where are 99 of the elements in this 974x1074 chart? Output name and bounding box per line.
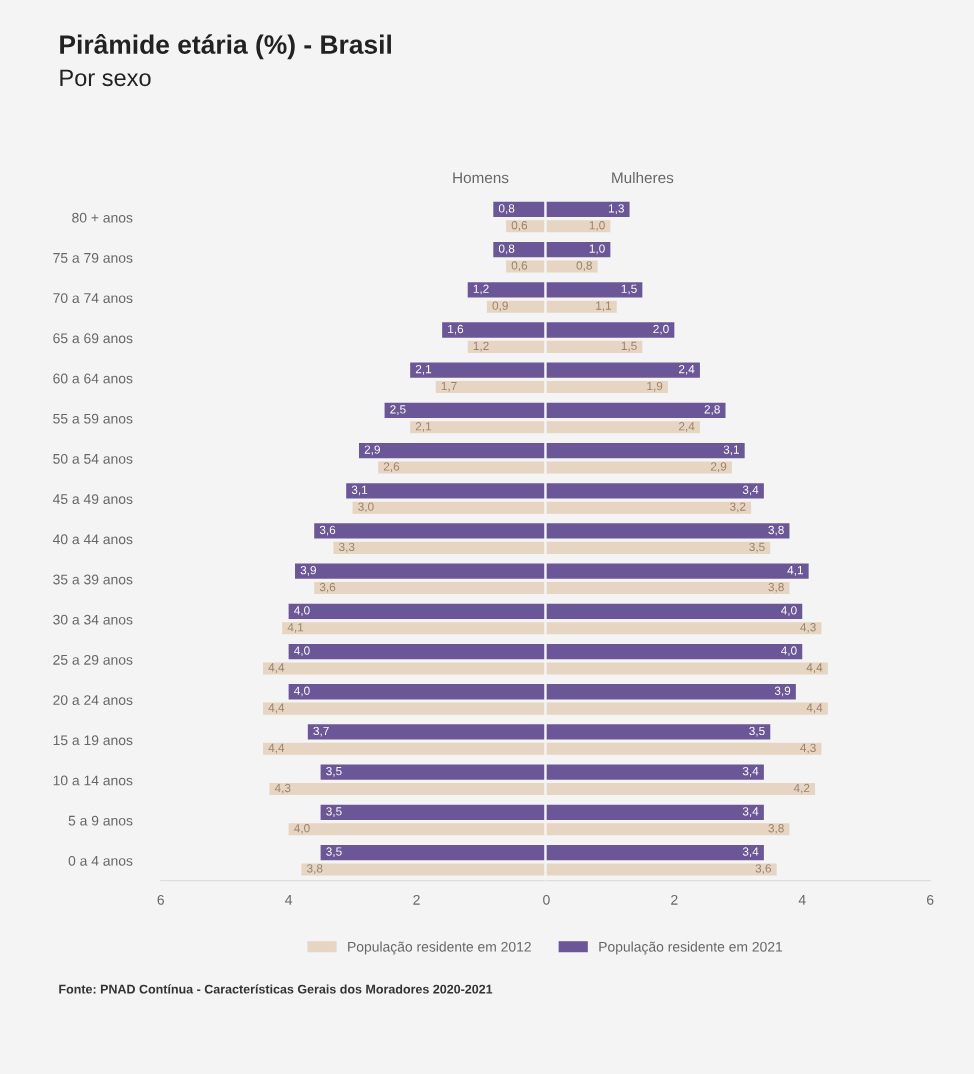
y-tick-label: 0 a 4 anos: [68, 855, 133, 866]
data-label: 4,1: [287, 623, 304, 633]
x-tick-label: 4: [285, 895, 293, 905]
data-label: 3,0: [358, 502, 374, 513]
text: Mulheres: [612, 171, 674, 184]
data-label: 0,6: [511, 261, 528, 272]
data-label: 0,9: [492, 301, 508, 312]
data-label: 4,0: [294, 824, 310, 834]
y-tick-label: 30 a 34 anos: [53, 614, 133, 625]
data-label: 2,9: [710, 462, 727, 473]
data-label: 1,2: [473, 341, 489, 352]
data-label: 2,6: [383, 462, 400, 473]
legend-label: População residente em 2021: [599, 941, 783, 955]
data-label: 2,9: [364, 445, 380, 456]
data-label: 0,6: [511, 221, 528, 231]
data-label: 0,8: [498, 244, 515, 255]
data-label: 3,4: [742, 485, 759, 496]
data-label: 4,3: [274, 783, 291, 794]
y-tick-label: 35 a 39 anos: [53, 574, 133, 585]
data-label: 2,8: [704, 405, 720, 415]
data-label: 1,6: [448, 324, 464, 335]
data-label: 3,3: [338, 542, 355, 553]
data-label: 2,0: [653, 324, 669, 335]
y-tick-label: 5 a 9 anos: [68, 815, 133, 826]
data-label: 1,5: [621, 341, 637, 352]
data-label: 4,1: [787, 566, 803, 576]
data-label: 1,1: [596, 301, 612, 312]
data-label: 4,4: [806, 663, 823, 674]
y-tick-label: 75 a 79 anos: [53, 252, 133, 263]
data-label: 4,0: [294, 646, 310, 657]
chart-title: Pirâmide etária (%) - Brasil: [60, 34, 391, 60]
data-label: 3,4: [742, 847, 759, 858]
data-label: 3,6: [319, 525, 336, 536]
data-label: 1,3: [608, 204, 624, 214]
y-tick-label: 40 a 44 anos: [52, 534, 133, 545]
data-label: 2,4: [678, 422, 695, 432]
data-label: 4,4: [806, 703, 823, 714]
x-tick-label: 6: [927, 894, 934, 905]
y-tick-label: 80 + anos: [72, 212, 133, 223]
data-label: 3,5: [326, 807, 342, 817]
data-label: 3,1: [723, 445, 739, 456]
data-label: 4,0: [781, 646, 797, 657]
data-label: 3,5: [326, 847, 342, 858]
data-label: 3,6: [755, 864, 772, 874]
y-tick-label: 10 a 14 anos: [53, 775, 133, 786]
data-label: 3,8: [768, 525, 784, 536]
y-tick-label: 55 a 59 anos: [53, 413, 133, 424]
data-label: 2,1: [415, 422, 432, 432]
data-label: 3,8: [768, 582, 784, 593]
data-label: 3,1: [351, 485, 368, 496]
data-label: 1,5: [621, 284, 637, 295]
data-label: 4,0: [294, 606, 310, 616]
data-label: 3,2: [730, 502, 746, 513]
x-tick-label: 2: [671, 894, 678, 905]
data-label: 3,9: [300, 565, 316, 576]
legend-label: População residente em 2012: [348, 941, 531, 955]
data-label: 4,4: [268, 703, 285, 714]
data-label: 3,5: [749, 542, 765, 553]
data-label: 1,0: [589, 244, 605, 255]
data-label: 3,4: [742, 807, 759, 817]
x-tick-label: 0: [543, 894, 550, 905]
data-label: 0,8: [576, 261, 592, 272]
y-tick-label: 70 a 74 anos: [53, 293, 133, 303]
data-label: 4,2: [793, 783, 810, 794]
data-label: 1,7: [441, 382, 457, 392]
data-label: 3,5: [326, 766, 342, 777]
data-label: 3,6: [319, 582, 336, 593]
y-tick-label: 45 a 49 anos: [52, 494, 133, 504]
data-label: 3,8: [306, 864, 323, 874]
y-tick-label: 20 a 24 anos: [53, 695, 133, 705]
data-label: 3,4: [742, 766, 759, 777]
x-tick-label: 4: [798, 895, 806, 905]
y-tick-label: 15 a 19 anos: [53, 735, 133, 746]
data-label: 3,9: [774, 686, 791, 697]
source-note: Fonte: PNAD Contínua - Características Gerais dos Moradores 2020-2021: [59, 984, 493, 994]
y-tick-label: 60 a 64 anos: [53, 373, 133, 384]
data-label: 2,4: [678, 364, 695, 375]
text: Homens: [453, 172, 509, 184]
data-label: 4,0: [781, 606, 797, 616]
x-tick-label: 6: [157, 894, 164, 905]
data-label: 3,7: [313, 726, 329, 737]
data-label: 1,0: [589, 221, 605, 231]
y-tick-label: 65 a 69 anos: [53, 333, 133, 344]
data-label: 4,3: [800, 623, 816, 633]
y-tick-label: 50 a 54 anos: [53, 453, 133, 464]
data-label: 2,5: [390, 405, 406, 415]
data-label: 1,2: [473, 284, 489, 295]
data-label: 3,5: [749, 726, 765, 737]
data-label: 4,3: [800, 743, 816, 754]
data-label: 4,4: [268, 743, 285, 754]
data-label: 1,9: [647, 381, 663, 392]
data-label: 2,1: [415, 364, 432, 375]
y-tick-label: 25 a 29 anos: [53, 654, 133, 665]
chart-subtitle: Por sexo: [60, 69, 151, 87]
data-label: 4,0: [294, 686, 310, 697]
data-label: 0,8: [498, 204, 515, 214]
data-label: 3,8: [768, 824, 784, 834]
data-label: 4,4: [268, 663, 285, 674]
x-tick-label: 2: [413, 894, 420, 905]
